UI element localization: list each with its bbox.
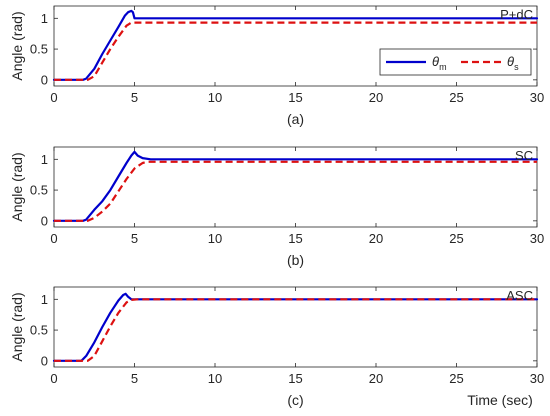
chart-panel-c: 0 5 10 15 20 25 30 0 0.5 1 Angle (rad) (c) Time (sec… [9,286,544,408]
x-tick-label: 30 [530,90,544,105]
x-tick-label: 25 [449,371,463,386]
x-tick-label: 10 [208,90,222,105]
x-tick-label: 10 [208,231,222,246]
chart-legend: θm θs [379,48,532,76]
series-line-theta-m [52,292,539,362]
y-axis-label: Angle (rad) [9,152,25,221]
panel-title: SC [515,148,533,163]
x-tick-label: 0 [50,90,57,105]
y-tick-label: 1 [41,11,48,26]
x-tick-label: 20 [369,371,383,386]
series-line-theta-s [54,160,537,222]
x-tick-label: 10 [208,371,222,386]
x-tick-label: 0 [50,371,57,386]
legend-label-theta-m: θm [432,54,447,72]
x-tick-label: 15 [288,90,302,105]
series-line-theta-s [54,298,537,362]
legend-label-theta-s: θs [507,54,519,72]
x-tick-label: 15 [288,231,302,246]
y-tick-label: 0.5 [30,323,48,338]
y-tick-label: 0 [41,72,48,87]
series-line-theta-m [52,9,539,81]
y-tick-label: 0.5 [30,42,48,57]
x-tick-label: 25 [449,90,463,105]
y-tick-label: 0.5 [30,183,48,198]
x-tick-label: 15 [288,371,302,386]
legend-subscript: m [439,62,447,72]
y-tick-label: 1 [41,292,48,307]
x-tick-label: 0 [50,231,57,246]
subfigure-caption: (a) [287,111,304,127]
series-line-theta-m [52,150,539,222]
x-tick-label: 25 [449,231,463,246]
subfigure-caption: (c) [287,392,303,408]
x-tick-label: 20 [369,231,383,246]
panel-title: P+dC [500,7,533,22]
x-tick-label: 5 [131,371,138,386]
x-tick-label: 30 [530,231,544,246]
y-axis-label: Angle (rad) [9,292,25,361]
series-line-theta-s [54,21,537,81]
x-tick-label: 20 [369,90,383,105]
y-tick-label: 0 [41,213,48,228]
chart-panel-b: 0 5 10 15 20 25 30 0 0.5 1 Angle (rad) (b) SC [9,146,544,268]
legend-symbol: θ [507,54,514,69]
y-axis-label: Angle (rad) [9,11,25,80]
x-tick-label: 5 [131,231,138,246]
subfigure-caption: (b) [287,252,304,268]
panel-title: ASC [506,288,533,303]
x-axis-label: Time (sec) [467,392,533,408]
x-tick-label: 30 [530,371,544,386]
y-tick-label: 0 [41,353,48,368]
legend-symbol: θ [432,54,439,69]
legend-subscript: s [514,62,519,72]
x-tick-label: 5 [131,90,138,105]
y-tick-label: 1 [41,152,48,167]
